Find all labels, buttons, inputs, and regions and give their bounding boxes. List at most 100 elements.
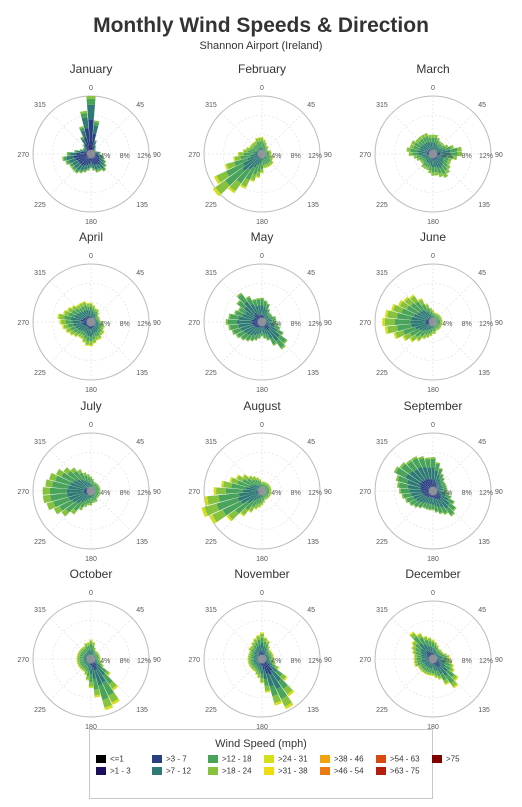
grid-ring [242,639,282,679]
wind-bar-segment [274,325,280,330]
angle-label: 90 [324,657,332,664]
legend-swatch [96,766,106,775]
wind-bar-segment [240,155,251,160]
wind-bar-segment [439,492,447,497]
wind-bar-segment [261,481,263,482]
wind-bar-segment [68,485,85,491]
wind-bar-segment [89,503,93,506]
wind-bar-segment [438,314,440,316]
wind-bar-segment [439,167,446,175]
wind-bar-segment [266,303,271,306]
wind-bar-segment [84,643,88,647]
wind-bar-segment [81,667,85,671]
wind-bar-segment [249,146,254,150]
wind-bar-segment [254,479,260,486]
wind-bar-segment [254,137,258,140]
wind-bar-segment [269,685,279,697]
angle-label: 270 [188,152,200,159]
wind-bar-segment [77,664,80,668]
wind-bar-segment [267,652,270,655]
wind-bar-segment [269,153,272,155]
wind-bar-segment [264,499,267,501]
wind-bar-segment [91,133,97,148]
wind-bar-segment [267,325,278,332]
wind-bar-segment [236,319,252,325]
wind-bar-segment [91,308,95,313]
angle-label: 315 [376,439,388,446]
wind-bar-segment [434,511,439,513]
wind-bar-segment [248,145,251,149]
legend-label: >54 - 63 [390,754,420,764]
wind-bar-segment [431,504,435,510]
wind-bar-segment [252,147,258,152]
wind-bar-segment [416,657,422,661]
wind-bar-segment [421,480,432,490]
wind-bar-segment [449,657,450,661]
wind-bar-segment [271,158,273,161]
grid-ring [393,451,473,531]
wind-bar-segment [93,148,96,151]
wind-bar-segment [267,329,279,342]
wind-bar-segment [266,496,269,499]
wind-bar-segment [430,328,433,333]
wind-bar-segment [83,646,87,650]
wind-bar-segment [98,151,101,154]
wind-bar-segment [259,632,265,634]
wind-bar-segment [249,476,254,481]
wind-bar-segment [91,163,95,169]
wind-bar-segment [433,312,436,314]
radial-tick-label: 4% [442,490,452,497]
wind-bar-segment [94,662,102,668]
wind-bar-segment [230,313,240,320]
wind-bar-segment [427,638,432,642]
wind-bar-segment [429,646,433,654]
wind-bar-segment [437,320,441,322]
grid-spoke [261,321,304,364]
wind-bar-segment [249,179,255,182]
wind-bar-segment [77,652,79,656]
wind-bar-segment [56,469,64,477]
grid-spoke [391,112,434,155]
wind-bar-segment [250,665,254,669]
wind-bar-segment [445,669,455,678]
wind-bar-segment [268,150,271,153]
wind-bar-segment [433,649,436,655]
wind-bar-segment [269,673,281,690]
wind-bar-segment [93,652,97,656]
angle-label: 270 [359,657,371,664]
chart-title: June [420,230,446,244]
wind-bar-segment [396,324,412,332]
wind-bar-segment [78,663,82,667]
wind-bar-segment [62,156,65,162]
wind-bar-segment [79,666,82,670]
angle-label: 180 [256,724,268,731]
wind-bar-segment [102,664,105,668]
wind-bar-segment [94,151,97,153]
wind-bar-segment [94,145,97,147]
angle-label: 0 [89,253,93,260]
wind-bar-segment [431,639,435,641]
wind-bar-segment [402,335,407,342]
angle-label: 45 [478,607,486,614]
wind-bar-segment [446,654,449,658]
wind-bar-segment [257,305,262,315]
angle-label: 45 [136,270,144,277]
wind-bar-segment [434,463,440,472]
wind-bar-segment [79,665,83,669]
wind-bar-segment [269,337,277,345]
wind-bar-segment [256,636,261,641]
wind-bar-segment [428,137,432,143]
wind-bar-segment [436,313,439,315]
wind-bar-segment [99,661,103,664]
wind-bar-segment [440,473,444,476]
wind-bar-segment [440,149,451,154]
wind-bar-segment [254,141,258,146]
wind-bar-segment [99,490,101,492]
wind-bar-segment [437,321,441,323]
wind-bar-segment [451,500,455,505]
wind-bar-segment [266,157,271,162]
wind-bar-segment [90,142,92,154]
wind-bar-segment [53,497,71,508]
radial-tick-label: 12% [479,153,493,160]
wind-bar-segment [267,323,276,328]
